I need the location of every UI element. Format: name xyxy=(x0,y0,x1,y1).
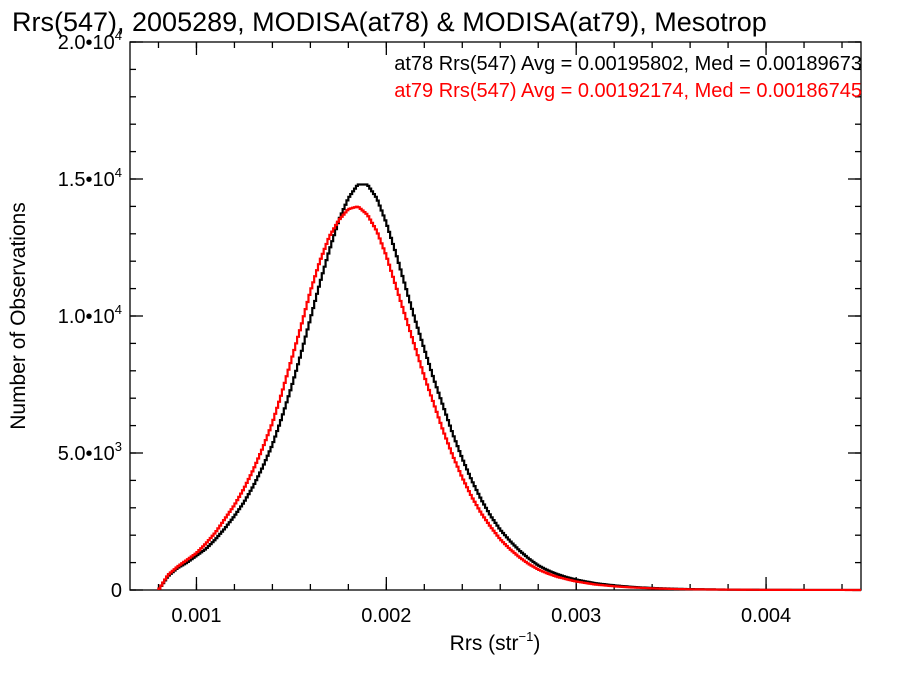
y-tick-label: 5.0•103 xyxy=(58,439,122,465)
x-axis-label-main: Rrs (str xyxy=(450,632,519,655)
chart-title: Rrs(547), 2005289, MODISA(at78) & MODISA… xyxy=(12,7,767,37)
y-tick-labels: 0 5.0•103 1.0•104 1.5•104 2.0•104 xyxy=(58,28,122,602)
x-tick-labels: 0.001 0.002 0.003 0.004 xyxy=(171,605,791,627)
legend: at78 Rrs(547) Avg = 0.00195802, Med = 0.… xyxy=(394,53,862,102)
series-layer xyxy=(157,183,861,592)
series-line-at79 xyxy=(157,205,861,592)
x-tick-label: 0.003 xyxy=(551,605,601,627)
x-tick-label: 0.002 xyxy=(361,605,411,627)
y-tick-label: 1.0•104 xyxy=(58,302,122,328)
x-axis-label-sup: −1 xyxy=(519,629,534,644)
axis-ticks xyxy=(130,41,861,591)
series-line-at78 xyxy=(157,183,861,592)
legend-entry-at78: at78 Rrs(547) Avg = 0.00195802, Med = 0.… xyxy=(394,53,862,75)
x-tick-label: 0.001 xyxy=(171,605,221,627)
x-tick-label: 0.004 xyxy=(741,605,791,627)
y-tick-label: 0 xyxy=(111,580,122,602)
legend-entry-at79: at79 Rrs(547) Avg = 0.00192174, Med = 0.… xyxy=(394,80,862,102)
y-tick-label: 2.0•104 xyxy=(58,28,122,54)
x-axis-label: Rrs (str−1) xyxy=(450,629,541,655)
x-axis-label-close: ) xyxy=(533,632,540,655)
y-tick-label: 1.5•104 xyxy=(58,165,122,191)
y-axis-label: Number of Observations xyxy=(7,202,30,430)
